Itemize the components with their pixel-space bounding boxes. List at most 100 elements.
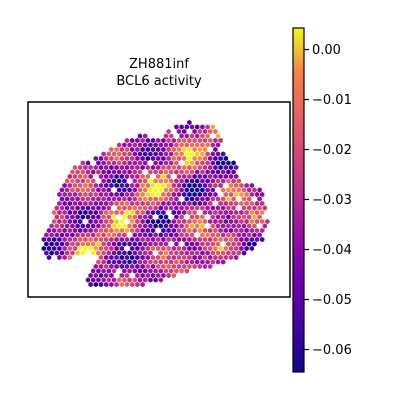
- hexbin-spot: [198, 228, 203, 233]
- hexbin-spot: [185, 205, 190, 210]
- hexbin-spot: [216, 178, 221, 183]
- hexbin-spot: [260, 192, 265, 197]
- hexbin-spot: [161, 201, 166, 206]
- hexbin-spot: [198, 219, 203, 224]
- hexbin-spot: [114, 246, 119, 251]
- colorbar-gradient: [293, 28, 304, 372]
- hexbin-spot: [143, 241, 148, 246]
- hexbin-spot: [182, 138, 187, 143]
- hexbin-layer: [42, 120, 270, 287]
- hexbin-spot: [179, 250, 184, 255]
- hexbin-spot: [148, 169, 153, 174]
- hexbin-spot: [101, 196, 106, 201]
- hexbin-spot: [218, 219, 223, 224]
- hexbin-spot: [177, 183, 182, 188]
- hexbin-spot: [250, 192, 255, 197]
- hexbin-spot: [133, 223, 138, 228]
- hexbin-spot: [120, 246, 125, 251]
- hexbin-spot: [101, 214, 106, 219]
- hexbin-spot: [172, 156, 177, 161]
- hexbin-spot: [174, 196, 179, 201]
- hexbin-spot: [109, 165, 114, 170]
- hexbin-spot: [88, 201, 93, 206]
- hexbin-spot: [192, 183, 197, 188]
- hexbin-spot: [83, 210, 88, 215]
- hexbin-spot: [231, 223, 236, 228]
- hexbin-spot: [216, 142, 221, 147]
- hexbin-spot: [107, 178, 112, 183]
- hexbin-spot: [133, 259, 138, 264]
- hexbin-spot: [146, 174, 151, 179]
- hexbin-spot: [130, 138, 135, 143]
- hexbin-spot: [153, 223, 158, 228]
- hexbin-spot: [130, 246, 135, 251]
- hexbin-spot: [112, 196, 117, 201]
- hexbin-spot: [83, 183, 88, 188]
- hexbin-spot: [83, 201, 88, 206]
- hexbin-spot: [88, 246, 93, 251]
- hexbin-spot: [172, 255, 177, 260]
- hexbin-spot: [62, 219, 67, 224]
- hexbin-spot: [192, 129, 197, 134]
- hexbin-spot: [138, 241, 143, 246]
- hexbin-spot: [200, 232, 205, 237]
- hexbin-spot: [221, 232, 226, 237]
- hexbin-spot: [226, 250, 231, 255]
- hexbin-spot: [164, 169, 169, 174]
- hexbin-spot: [255, 210, 260, 215]
- hexbin-spot: [70, 223, 75, 228]
- hexbin-spot: [104, 192, 109, 197]
- hexbin-spot: [200, 142, 205, 147]
- hexbin-spot: [244, 246, 249, 251]
- hexbin-spot: [94, 219, 99, 224]
- hexbin-spot: [94, 282, 99, 287]
- colorbar-tick-label: −0.01: [312, 93, 352, 108]
- hexbin-spot: [133, 196, 138, 201]
- hexbin-spot: [133, 268, 138, 273]
- hexbin-spot: [120, 273, 125, 278]
- hexbin-spot: [234, 246, 239, 251]
- hexbin-spot: [78, 165, 83, 170]
- hexbin-spot: [114, 165, 119, 170]
- hexbin-spot: [190, 169, 195, 174]
- hexbin-spot: [211, 259, 216, 264]
- hexbin-spot: [138, 277, 143, 282]
- hexbin-spot: [166, 174, 171, 179]
- hexbin-spot: [94, 264, 99, 269]
- hexbin-spot: [65, 223, 70, 228]
- hexbin-spot: [250, 183, 255, 188]
- hexbin-spot: [138, 196, 143, 201]
- hexbin-spot: [226, 160, 231, 165]
- hexbin-spot: [109, 255, 114, 260]
- hexbin-spot: [122, 178, 127, 183]
- hexbin-spot: [159, 214, 164, 219]
- hexbin-spot: [99, 246, 104, 251]
- hexbin-spot: [70, 232, 75, 237]
- hexbin-spot: [146, 237, 151, 242]
- hexbin-spot: [153, 151, 158, 156]
- hexbin-spot: [107, 160, 112, 165]
- hexbin-spot: [190, 232, 195, 237]
- hexbin-spot: [109, 282, 114, 287]
- hexbin-spot: [208, 174, 213, 179]
- hexbin-spot: [203, 264, 208, 269]
- hexbin-spot: [221, 259, 226, 264]
- colorbar-ticks: 0.00−0.01−0.02−0.03−0.04−0.05−0.06: [304, 43, 352, 358]
- hexbin-spot: [148, 151, 153, 156]
- colorbar-tick-label: 0.00: [312, 43, 341, 58]
- hexbin-spot: [101, 205, 106, 210]
- hexbin-spot: [200, 250, 205, 255]
- hexbin-spot: [159, 232, 164, 237]
- hexbin-spot: [117, 151, 122, 156]
- hexbin-spot: [166, 219, 171, 224]
- hexbin-spot: [224, 165, 229, 170]
- hexbin-spot: [237, 178, 242, 183]
- hexbin-spot: [190, 205, 195, 210]
- hexbin-spot: [164, 250, 169, 255]
- hexbin-spot: [151, 246, 156, 251]
- hexbin-spot: [151, 228, 156, 233]
- hexbin-spot: [117, 259, 122, 264]
- hexbin-spot: [187, 156, 192, 161]
- hexbin-spot: [125, 138, 130, 143]
- hexbin-spot: [216, 196, 221, 201]
